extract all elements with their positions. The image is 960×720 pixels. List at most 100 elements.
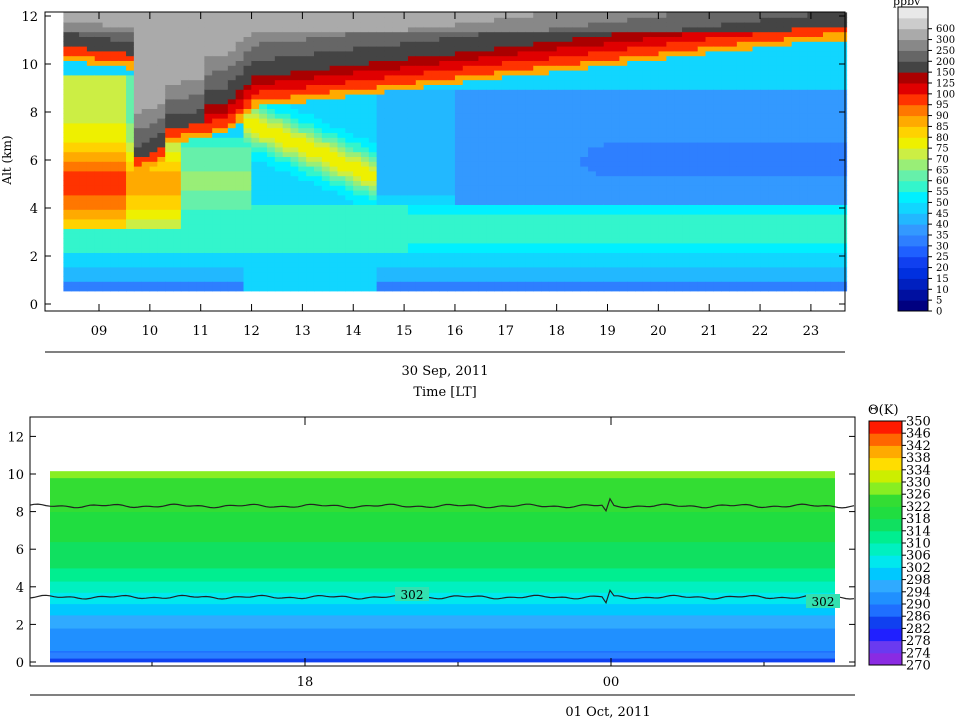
- ozone-cell: [337, 175, 346, 181]
- ozone-cell: [149, 161, 158, 167]
- ozone-cell: [533, 233, 542, 239]
- ozone-cell: [572, 238, 581, 244]
- ozone-cell: [541, 89, 550, 95]
- ozone-cell: [603, 60, 613, 66]
- ozone-cell: [188, 262, 198, 268]
- ozone-cell: [298, 17, 307, 23]
- ozone-cell: [306, 170, 315, 177]
- ozone-cell: [603, 175, 613, 181]
- ozone-cell: [110, 286, 119, 292]
- ozone-cell: [220, 286, 229, 292]
- ozone-cell: [110, 142, 119, 148]
- ozone-cell: [407, 252, 417, 258]
- ozone-cell: [180, 286, 190, 292]
- ozone-cell: [400, 266, 409, 273]
- ozone-cell: [564, 228, 574, 234]
- ozone-cell: [86, 161, 96, 167]
- ozone-cell: [102, 166, 111, 172]
- ozone-cell: [658, 17, 667, 23]
- ozone-cell: [462, 257, 472, 263]
- ozone-cell: [149, 122, 158, 129]
- ozone-cell: [376, 79, 386, 85]
- ozone-cell: [666, 74, 675, 81]
- ozone-cell: [541, 70, 550, 76]
- ozone-cell: [721, 271, 730, 277]
- ozone-cell: [360, 281, 370, 287]
- ozone-cell: [588, 276, 597, 282]
- ozone-cell: [126, 242, 135, 249]
- ozone-cell: [313, 41, 323, 47]
- ozone-cell: [63, 156, 72, 162]
- ozone-cell: [642, 194, 652, 201]
- ozone-cell: [541, 166, 550, 172]
- ozone-cell: [141, 79, 151, 85]
- ozone-cell: [368, 12, 378, 18]
- ozone-cell: [541, 12, 550, 18]
- ozone-cell: [384, 79, 393, 85]
- ozone-cell: [729, 118, 738, 124]
- ozone-cell: [345, 74, 354, 81]
- ozone-cell: [674, 132, 683, 138]
- ozone-cell: [674, 276, 683, 282]
- ozone-cell: [274, 276, 284, 282]
- ozone-cell: [251, 170, 260, 177]
- ozone-cell: [650, 46, 660, 52]
- ozone-cell: [267, 122, 276, 129]
- ozone-cell: [110, 137, 119, 143]
- ozone-cell: [627, 247, 636, 253]
- ozone-cell: [407, 146, 417, 153]
- ozone-cell: [478, 170, 487, 177]
- ozone-cell: [705, 218, 714, 225]
- ozone-cell: [556, 41, 566, 47]
- ozone-cell: [470, 223, 480, 229]
- ozone-cell: [165, 223, 174, 229]
- ozone-cell: [541, 209, 550, 215]
- ozone-cell: [666, 218, 675, 225]
- ozone-cell: [251, 238, 260, 244]
- ozone-cell: [63, 199, 72, 205]
- ozone-cell: [71, 46, 80, 52]
- ozone-cell: [682, 55, 691, 61]
- ozone-cell: [306, 238, 315, 244]
- ozone-cell: [588, 286, 597, 292]
- ozone-cell: [689, 36, 699, 42]
- ozone-cell: [157, 127, 166, 133]
- ozone-cell: [595, 60, 605, 66]
- ozone-cell: [470, 55, 480, 61]
- ozone-cell: [564, 266, 574, 273]
- ozone-cell: [415, 156, 425, 162]
- ozone-cell: [63, 122, 72, 129]
- ozone-cell: [580, 266, 589, 273]
- ozone-cell: [650, 118, 660, 124]
- ozone-cell: [705, 286, 714, 292]
- ozone-cell: [619, 137, 628, 143]
- ozone-cell: [204, 137, 213, 143]
- ozone-cell: [588, 74, 597, 81]
- ozone-cell: [180, 209, 190, 215]
- ozone-cell: [360, 122, 370, 129]
- ozone-cell: [102, 122, 111, 129]
- ozone-cell: [556, 108, 566, 114]
- ozone-cell: [666, 180, 675, 186]
- ozone-cell: [588, 238, 597, 244]
- ozone-cell: [102, 132, 111, 138]
- ozone-cell: [415, 122, 425, 129]
- ozone-cell: [196, 257, 205, 263]
- ozone-cell: [94, 218, 104, 225]
- ozone-cell: [635, 50, 644, 57]
- ozone-cell: [642, 151, 652, 157]
- ozone-cell: [674, 199, 683, 205]
- ozone-cell: [337, 89, 346, 95]
- ozone-cell: [415, 228, 425, 234]
- ozone-cell: [400, 175, 409, 181]
- ozone-cell: [360, 142, 370, 148]
- ozone-cell: [595, 132, 605, 138]
- ozone-cell: [494, 209, 503, 215]
- ozone-cell: [196, 199, 205, 205]
- ozone-cell: [564, 74, 574, 81]
- ozone-cell: [603, 199, 613, 205]
- ozone-cell: [227, 26, 237, 33]
- ozone-cell: [110, 103, 119, 109]
- ozone-cell: [180, 26, 190, 33]
- ozone-cell: [603, 194, 613, 201]
